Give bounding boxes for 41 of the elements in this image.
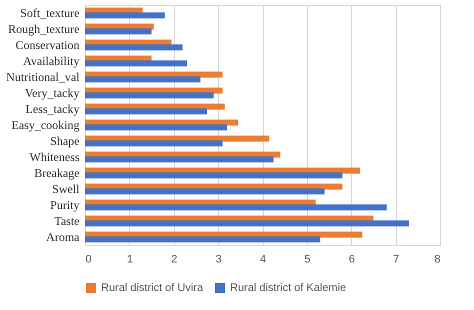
x-tick-label: 8 <box>434 254 440 266</box>
y-tick-label: Nutritional_val <box>6 70 80 84</box>
bar <box>85 108 208 114</box>
bar <box>85 44 183 50</box>
bar <box>85 188 325 194</box>
y-tick-label: Less_tacky <box>26 102 80 116</box>
y-tick-label: Shape <box>50 134 80 148</box>
y-tick-label: Purity <box>50 198 80 212</box>
y-tick-label: Soft_texture <box>20 6 80 20</box>
bar <box>85 28 152 34</box>
bar <box>85 236 320 242</box>
bar <box>85 156 274 162</box>
bar <box>85 92 214 98</box>
bar <box>85 76 200 82</box>
y-tick-label: Rough_texture <box>8 22 80 36</box>
y-tick-label: Whiteness <box>30 150 80 164</box>
legend-label: Rural district of Kalemie <box>230 282 346 294</box>
x-tick-label: 7 <box>393 254 400 266</box>
y-tick-label: Taste <box>54 214 80 228</box>
y-tick-label: Breakage <box>34 166 80 180</box>
y-tick-label: Very_tacky <box>24 86 80 100</box>
x-tick-label: 4 <box>260 254 266 266</box>
x-tick-label: 3 <box>216 254 222 266</box>
x-tick-label: 2 <box>171 254 178 266</box>
bar <box>85 220 409 226</box>
legend-label: Rural district of Uvira <box>101 282 204 294</box>
y-tick-label: Availability <box>23 54 80 68</box>
y-tick-label: Aroma <box>46 230 80 244</box>
x-tick-label: 6 <box>348 254 355 266</box>
bar <box>85 12 165 18</box>
bar <box>85 172 342 178</box>
bar <box>85 124 227 130</box>
x-tick-label: 1 <box>126 254 133 266</box>
x-tick-label: 0 <box>86 254 92 266</box>
bar <box>85 204 387 210</box>
bar <box>85 140 223 146</box>
x-tick-label: 5 <box>304 254 310 266</box>
y-tick-label: Conservation <box>16 38 80 52</box>
y-tick-label: Easy_cooking <box>12 118 80 132</box>
bar <box>85 60 188 66</box>
y-tick-label: Swell <box>52 182 80 196</box>
